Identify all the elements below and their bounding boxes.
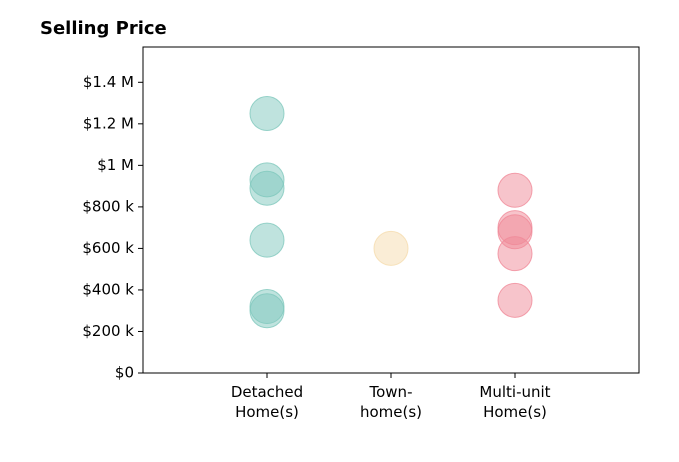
- y-tick-label: $1.4 M: [83, 73, 134, 91]
- chart-title: Selling Price: [40, 18, 167, 39]
- point: [497, 282, 533, 318]
- point: [497, 172, 533, 208]
- y-tick-label: $1.2 M: [83, 114, 134, 132]
- y-tick-label: $600 k: [82, 239, 134, 257]
- y-tick-label: $1 M: [97, 156, 134, 174]
- point: [249, 222, 285, 258]
- x-tick-label: Town-home(s): [360, 383, 422, 421]
- point: [249, 170, 285, 206]
- point: [373, 230, 409, 266]
- plot-frame: [142, 46, 640, 374]
- point: [497, 236, 533, 272]
- x-tick-label: Multi-unit Home(s): [479, 383, 550, 421]
- y-tick-label: $200 k: [82, 322, 134, 340]
- y-tick-label: $800 k: [82, 197, 134, 215]
- point: [249, 293, 285, 329]
- point: [249, 95, 285, 131]
- y-tick-label: $0: [115, 364, 134, 382]
- x-tick-label: Detached Home(s): [231, 383, 303, 421]
- y-tick-label: $400 k: [82, 280, 134, 298]
